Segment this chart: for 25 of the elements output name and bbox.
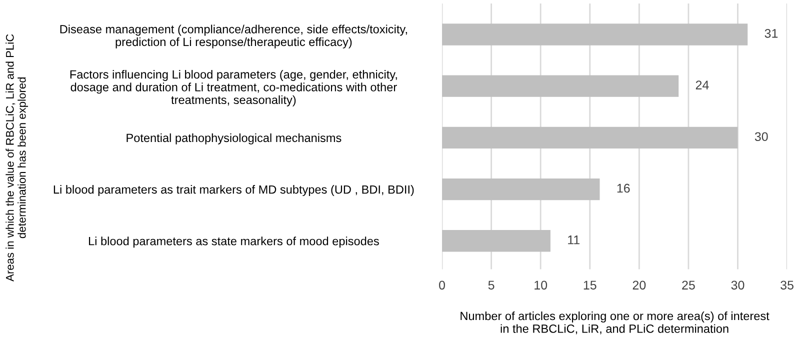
bar (442, 126, 738, 149)
data-label: 24 (696, 80, 709, 90)
y-axis-title: Areas in which the value of RBCLiC, LiR and PLiC determination has been explored (6, 34, 28, 282)
x-axis-title: Number of articles exploring one or more area(s) of interest in the RBCLiC, LiR, and PLiC determination (460, 311, 770, 334)
y-tick-label: Potential pathophysiological mechanisms (126, 133, 342, 144)
bar (442, 75, 679, 97)
bar (442, 178, 600, 200)
data-label: 30 (754, 132, 768, 142)
data-label: 31 (764, 28, 778, 38)
bar (442, 230, 550, 252)
x-tick-label: 0 (439, 280, 446, 290)
x-tick-label: 10 (534, 280, 548, 290)
x-tick-label: 15 (584, 280, 596, 290)
x-tick-label: 5 (488, 280, 494, 290)
y-tick-label: Li blood parameters as trait markers of MD subtypes (UD , BDI, BDII) (54, 185, 414, 196)
x-tick-label: 20 (632, 280, 646, 290)
data-label: 11 (568, 236, 580, 244)
x-tick-label: 25 (682, 280, 695, 290)
y-tick-label: Factors influencing Li blood parameters (age, gender, ethnicity, dosage and duration of Li treatment, co-medications with other treatments, seasonality) (70, 70, 397, 106)
bar (442, 24, 748, 46)
y-tick-label: Li blood parameters as state markers of mood episodes (88, 236, 379, 248)
x-tick-label: 30 (731, 280, 744, 290)
data-label: 16 (617, 184, 630, 193)
y-tick-label: Disease management (compliance/adherence, side effects/toxicity, prediction of Li response/therapeutic efficacy) (60, 24, 407, 48)
x-tick-label: 35 (780, 280, 794, 290)
